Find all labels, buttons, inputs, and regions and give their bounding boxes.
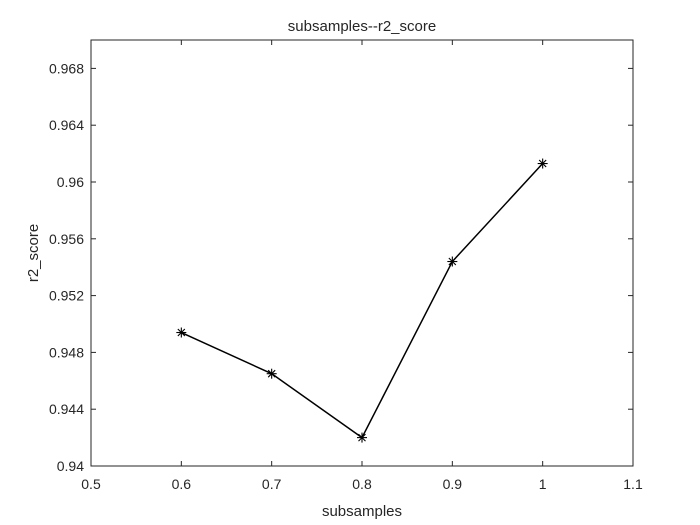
y-tick-label: 0.94 — [57, 458, 84, 474]
x-tick-label: 0.6 — [172, 476, 192, 492]
series-group — [176, 158, 548, 443]
chart-title: subsamples--r2_score — [288, 18, 436, 35]
y-axis-label: r2_score — [25, 224, 42, 282]
data-point-asterisk — [176, 327, 187, 338]
data-point-asterisk — [537, 158, 548, 169]
x-tick-label: 1.1 — [623, 476, 643, 492]
y-tick-label: 0.968 — [49, 60, 84, 76]
x-tick-label: 1 — [539, 476, 547, 492]
y-tick-label: 0.952 — [49, 288, 84, 304]
y-tick-label: 0.96 — [57, 174, 84, 190]
data-point-asterisk — [447, 256, 458, 267]
x-axis-label: subsamples — [322, 503, 402, 520]
x-tick-label: 0.9 — [443, 476, 463, 492]
y-tick-label: 0.948 — [49, 344, 84, 360]
x-tick-label: 0.5 — [81, 476, 101, 492]
x-tick-label: 0.8 — [352, 476, 372, 492]
y-tick-label: 0.964 — [49, 117, 84, 133]
y-tick-label: 0.944 — [49, 401, 84, 417]
axis-ticks: 0.5 0.6 0.7 0.8 0.9 1 1.1 0.94 0.944 0.948 0.952 0.… — [49, 40, 643, 492]
plot-area — [90, 39, 634, 467]
x-tick-label: 0.7 — [262, 476, 282, 492]
data-point-asterisk — [266, 368, 277, 379]
data-point-asterisk — [357, 432, 367, 443]
y-tick-label: 0.956 — [49, 231, 84, 247]
